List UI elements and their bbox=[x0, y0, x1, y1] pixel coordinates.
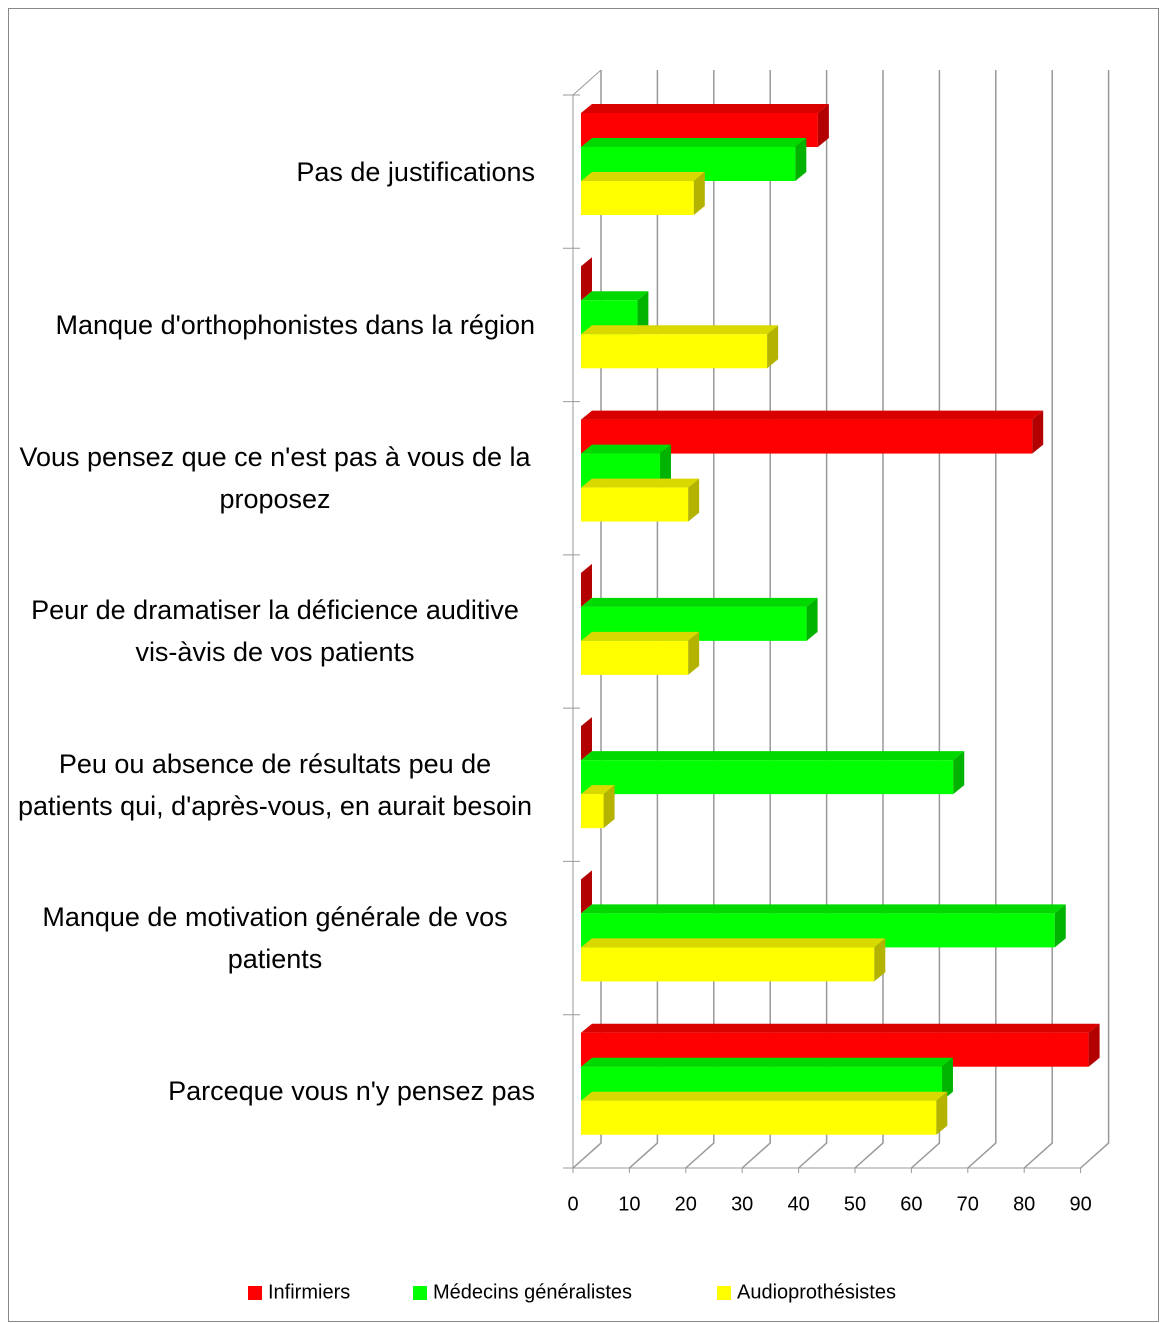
bar bbox=[581, 794, 604, 829]
grid-line bbox=[1023, 70, 1053, 1169]
bar-side bbox=[767, 325, 779, 369]
bar-side bbox=[581, 717, 592, 761]
bar-top bbox=[581, 1057, 953, 1067]
x-tick-label: 80 bbox=[1013, 1193, 1035, 1215]
category-label-box: Manque d'orthophonistes dans la région bbox=[15, 248, 536, 401]
bar-side bbox=[941, 1057, 953, 1101]
x-tick-label: 10 bbox=[618, 1193, 640, 1215]
bar-side bbox=[874, 938, 886, 982]
bar bbox=[581, 760, 954, 795]
category-label-box: Parceque vous n'y pensez pas bbox=[15, 1015, 535, 1168]
bar-top bbox=[581, 1023, 1100, 1033]
category-label: Peu ou absence de résultats peu de patie… bbox=[18, 748, 532, 821]
category-label-box: Peu ou absence de résultats peu de patie… bbox=[15, 708, 535, 861]
bar bbox=[581, 487, 689, 522]
legend-swatch bbox=[413, 1286, 427, 1300]
category-label: Manque d'orthophonistes dans la région bbox=[55, 309, 536, 340]
x-tick-label: 90 bbox=[1069, 1193, 1091, 1215]
grid-line bbox=[854, 70, 884, 1169]
bar-side bbox=[936, 1091, 948, 1135]
bar-top bbox=[581, 444, 671, 454]
x-tick-label: 60 bbox=[900, 1193, 922, 1215]
bar-top bbox=[581, 597, 818, 607]
x-tick-label: 40 bbox=[787, 1193, 809, 1215]
bar-top bbox=[581, 478, 700, 488]
bar-top bbox=[581, 325, 779, 335]
bar bbox=[581, 334, 768, 369]
bar bbox=[581, 1100, 937, 1135]
bar bbox=[581, 947, 875, 982]
bar bbox=[581, 181, 694, 215]
bar-side bbox=[581, 563, 592, 607]
bar-top bbox=[581, 751, 965, 761]
bar-side bbox=[795, 138, 807, 181]
legend-swatch bbox=[717, 1286, 731, 1300]
grid-line bbox=[910, 70, 941, 1169]
category-label: Pas de justifications bbox=[296, 156, 535, 187]
bar-top bbox=[581, 138, 807, 147]
category-label: Parceque vous n'y pensez pas bbox=[168, 1076, 535, 1107]
bar-side bbox=[953, 751, 965, 795]
x-tick-label: 20 bbox=[675, 1193, 697, 1215]
bar-side bbox=[693, 172, 705, 215]
category-label-box: Peur de dramatiser la déficience auditiv… bbox=[15, 555, 535, 708]
bar-side bbox=[659, 444, 671, 488]
bar bbox=[581, 640, 689, 675]
legend-label: Infirmiers bbox=[268, 1281, 350, 1303]
chart-border bbox=[8, 8, 1159, 1322]
bar-side bbox=[688, 478, 700, 522]
bar-top bbox=[581, 291, 649, 301]
x-tick-label: 0 bbox=[567, 1193, 578, 1215]
bar-top bbox=[581, 904, 1066, 914]
category-label-box: Manque de motivation générale de vos pat… bbox=[15, 861, 535, 1014]
x-tick-label: 30 bbox=[731, 1193, 753, 1215]
bar-side bbox=[1032, 410, 1044, 454]
bar-side bbox=[817, 104, 829, 147]
bar-side bbox=[688, 631, 700, 675]
legend-label: Médecins généralistes bbox=[433, 1281, 632, 1303]
axis-line bbox=[572, 69, 602, 96]
category-label: Peur de dramatiser la déficience auditiv… bbox=[31, 595, 519, 668]
grid-line bbox=[967, 70, 997, 1169]
bar-side bbox=[581, 257, 592, 301]
x-tick-label: 50 bbox=[844, 1193, 866, 1215]
bar-side bbox=[637, 291, 649, 335]
bar-top bbox=[581, 785, 615, 795]
bar-side bbox=[806, 597, 818, 641]
bar-side bbox=[581, 870, 592, 914]
bar-top bbox=[581, 104, 829, 113]
legend-label: Audioprothésistes bbox=[737, 1281, 896, 1303]
category-label-box: Vous pensez que ce n'est pas à vous de l… bbox=[15, 402, 535, 555]
bar-top bbox=[581, 1091, 948, 1101]
category-label: Manque de motivation générale de vos pat… bbox=[42, 902, 508, 975]
bar-top bbox=[581, 631, 700, 641]
bar-side bbox=[603, 785, 615, 829]
x-tick-label: 70 bbox=[957, 1193, 979, 1215]
grid-line bbox=[1080, 70, 1110, 1169]
bar-top bbox=[581, 172, 705, 181]
bar-top bbox=[581, 938, 886, 948]
legend-swatch bbox=[248, 1286, 262, 1300]
bar-side bbox=[1054, 904, 1066, 948]
bar-side bbox=[1088, 1023, 1100, 1067]
bar-top bbox=[581, 410, 1044, 420]
category-label: Vous pensez que ce n'est pas à vous de l… bbox=[19, 442, 531, 515]
category-label-box: Pas de justifications bbox=[15, 95, 535, 248]
